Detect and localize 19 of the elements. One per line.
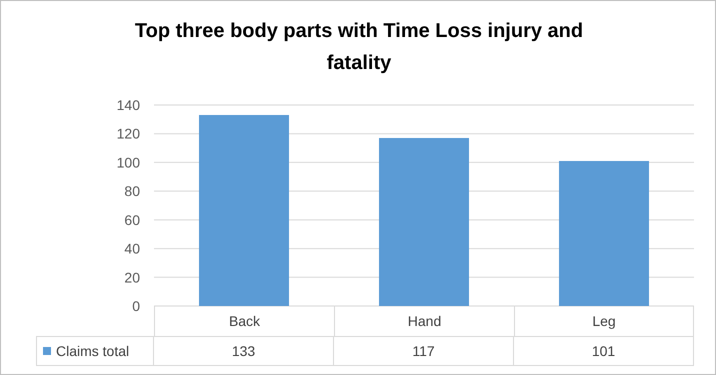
y-tick-label: 120	[116, 126, 140, 142]
bar	[379, 138, 469, 306]
legend-label: Claims total	[56, 343, 130, 359]
y-tick-label: 140	[116, 96, 140, 113]
data-label: 117	[334, 336, 514, 366]
x-tick-label: Hand	[334, 306, 514, 336]
chart-title: Top three body parts with Time Loss injury and fatality	[134, 19, 584, 76]
x-tick-label: Back	[154, 306, 334, 336]
bar	[559, 160, 649, 306]
y-tick-label: 0	[132, 298, 140, 314]
data-label: 133	[154, 336, 334, 366]
y-tick-label: 40	[124, 240, 140, 257]
x-tick-label: Leg	[514, 306, 694, 336]
data-label: 101	[514, 336, 694, 366]
bar	[199, 115, 289, 306]
y-tick-label: 100	[116, 154, 140, 170]
y-tick-label: 20	[124, 269, 140, 286]
y-tick-label: 60	[124, 212, 140, 228]
y-tick-label: 80	[124, 183, 140, 200]
